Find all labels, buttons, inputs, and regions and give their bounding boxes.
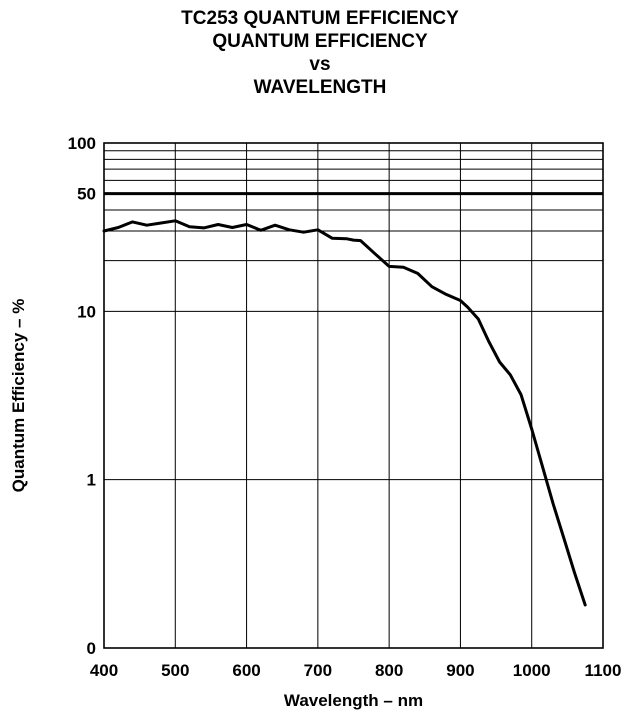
x-axis: 400 500 600 700 800 900 1000 1100	[90, 661, 622, 680]
y-tick-label-100: 100	[68, 134, 96, 153]
y-axis-label: Quantum Efficiency – %	[9, 299, 28, 493]
x-tick-label-1000: 1000	[513, 661, 551, 680]
x-tick-label-900: 900	[446, 661, 474, 680]
chart-title-line-3: vs	[309, 54, 331, 75]
y-tick-label-10: 10	[77, 302, 96, 321]
chart-grid	[103, 142, 604, 648]
series-line-quantum-efficiency	[102, 219, 587, 607]
x-tick-label-600: 600	[232, 661, 260, 680]
chart-title-line-2: QUANTUM EFFICIENCY	[212, 31, 428, 52]
y-axis: 0 1 10 50 100	[68, 134, 96, 658]
x-tick-label-1100: 1100	[585, 661, 622, 680]
y-tick-label-0: 0	[87, 639, 96, 658]
chart-title-line-1: TC253 QUANTUM EFFICIENCY	[181, 8, 459, 29]
y-tick-label-1: 1	[87, 471, 96, 490]
chart-title-line-4: WAVELENGTH	[253, 77, 387, 98]
x-tick-label-500: 500	[161, 661, 189, 680]
x-tick-label-800: 800	[375, 661, 403, 680]
x-tick-label-400: 400	[90, 661, 118, 680]
x-tick-label-700: 700	[304, 661, 332, 680]
x-axis-label: Wavelength – nm	[284, 691, 423, 710]
y-tick-label-50: 50	[77, 185, 96, 204]
plot-frame	[103, 142, 604, 649]
